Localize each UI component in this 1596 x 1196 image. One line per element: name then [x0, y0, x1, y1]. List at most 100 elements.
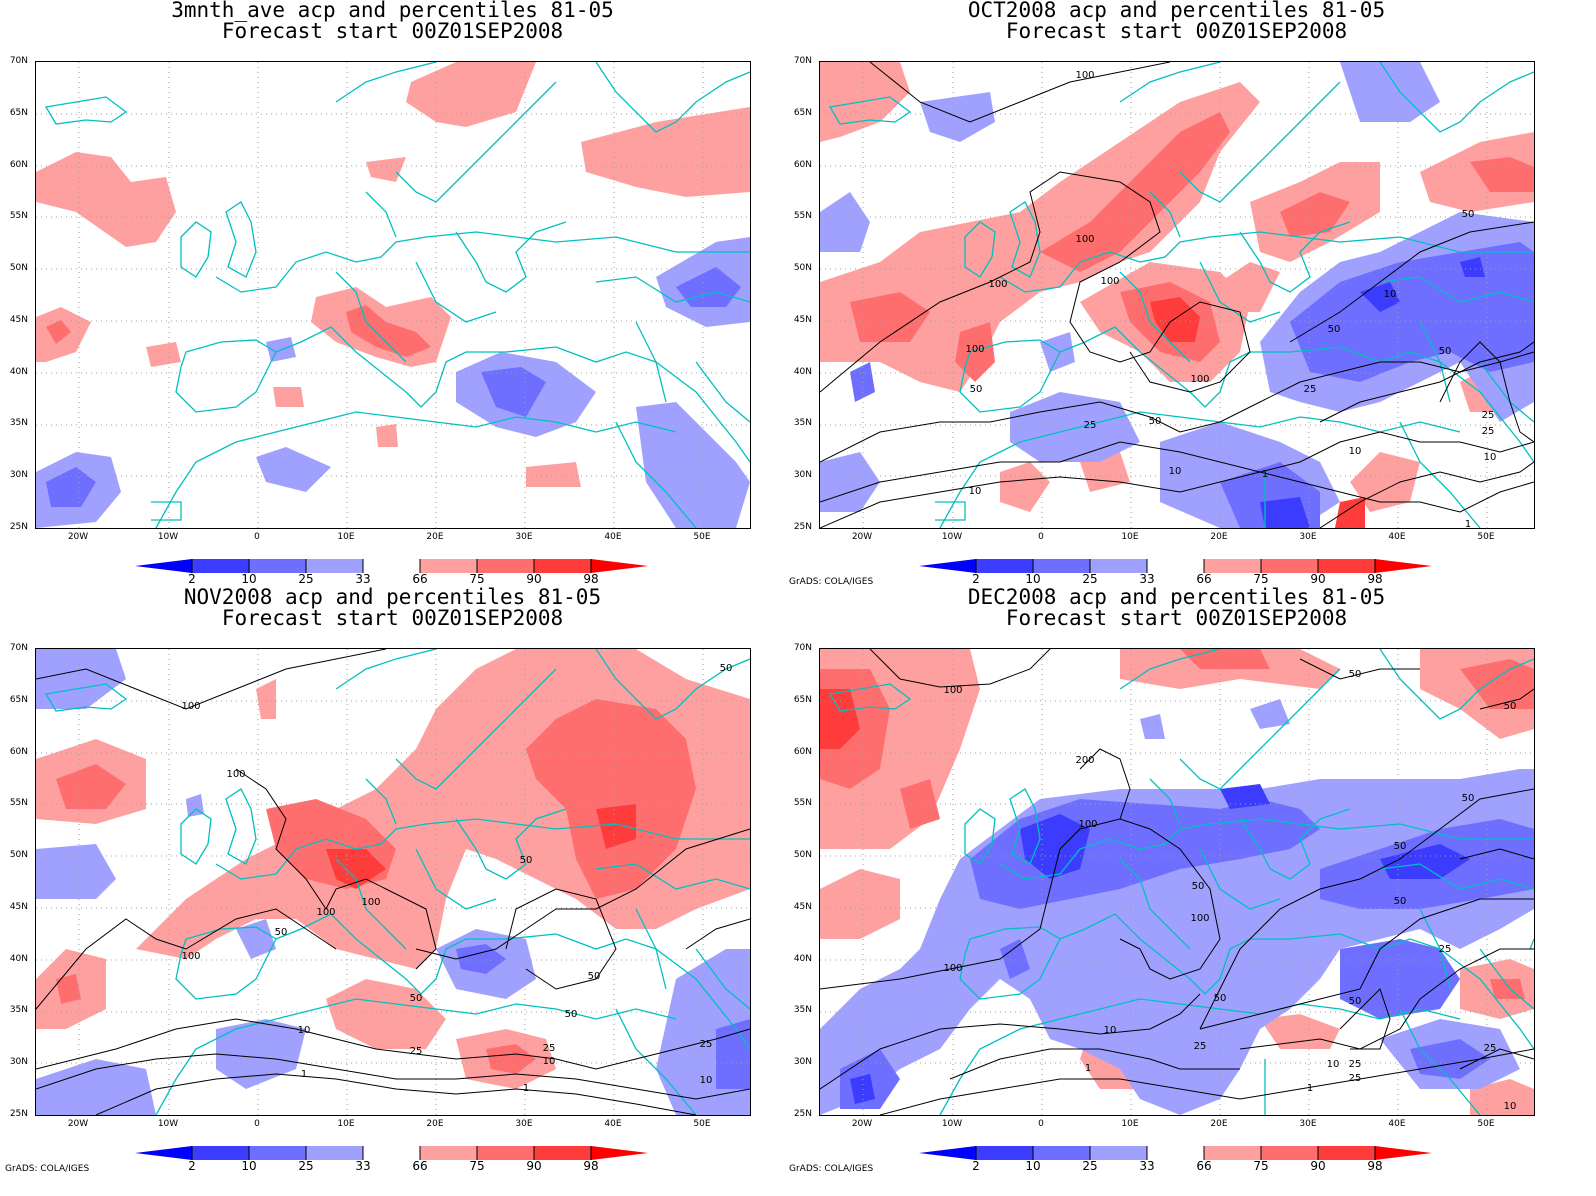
- lon-label: 20W: [67, 532, 89, 542]
- lat-label: 35N: [793, 418, 812, 428]
- contour-label: 100: [226, 769, 245, 780]
- contour-label: 10: [298, 1025, 311, 1036]
- contour-label: 1: [1262, 469, 1268, 480]
- lat-label: 60N: [9, 160, 28, 170]
- lon-label: 30E: [1299, 532, 1317, 542]
- lat-label: 25N: [9, 522, 28, 532]
- map-area: 100 100 100 100 100 50 50 50 50 10 25 1 …: [35, 648, 751, 1116]
- panel-subtitle: Forecast start 00Z01SEP2008: [221, 606, 564, 630]
- contour-label: 100: [943, 963, 962, 974]
- lat-label: 30N: [793, 470, 812, 480]
- colorbar-label: 75: [469, 572, 485, 586]
- lon-label: 10W: [941, 532, 963, 542]
- contour-label: 100: [1075, 70, 1094, 81]
- lat-label: 55N: [793, 798, 812, 808]
- lon-label: 40E: [604, 532, 622, 542]
- lon-label: 30E: [1299, 1119, 1317, 1129]
- lon-label: 10E: [1121, 1119, 1139, 1129]
- contour-label: 10: [1169, 466, 1182, 477]
- colorbar: 2 10 25 33 66 75 90 98: [135, 558, 655, 588]
- contour-label: 50: [720, 663, 733, 674]
- map-area: 100 200 100 100 100 50 50 50 10 25 1 50 …: [819, 648, 1535, 1116]
- colorbar-label: 25: [1082, 1159, 1098, 1173]
- grid: [36, 62, 750, 528]
- contour-label: 25: [1084, 420, 1097, 431]
- colorbar-label: 90: [526, 572, 542, 586]
- colorbar-label: 2: [972, 1159, 980, 1173]
- contour-label: 50: [1439, 346, 1452, 357]
- colorbar-label: 10: [1025, 572, 1041, 586]
- lat-label: 65N: [9, 108, 28, 118]
- colorbar-label: 10: [241, 572, 257, 586]
- contour-label: 1: [301, 1069, 307, 1080]
- lat-label: 70N: [793, 56, 812, 66]
- contour-labels: 100 100 100 100 100 50 50 50 50 10 25 1 …: [181, 663, 732, 1094]
- colorbar-label: 98: [1367, 572, 1383, 586]
- lat-label: 45N: [9, 902, 28, 912]
- contour-label: 10: [969, 486, 982, 497]
- colorbar: 2 10 25 33 66 75 90 98: [919, 1145, 1439, 1175]
- colorbar-label: 2: [188, 572, 196, 586]
- coastlines: [44, 62, 750, 528]
- grads-credit: GrADS: COLA/IGES: [789, 1164, 874, 1174]
- lat-label: 70N: [9, 643, 28, 653]
- map-plot: 100 200 100 100 100 50 50 50 10 25 1 50 …: [820, 649, 1534, 1115]
- contour-label: 50: [1149, 416, 1162, 427]
- grads-credit: GrADS: COLA/IGES: [5, 1164, 90, 1174]
- contour-label: 10: [700, 1075, 713, 1086]
- contour-label: 50: [970, 384, 983, 395]
- contour-label: 50: [588, 971, 601, 982]
- colorbar-label: 25: [1082, 572, 1098, 586]
- lon-label: 20E: [426, 532, 444, 542]
- lon-label: 40E: [1388, 1119, 1406, 1129]
- lon-label: 50E: [693, 1119, 711, 1129]
- contour-label: 100: [1190, 374, 1209, 385]
- contour-label: 100: [361, 897, 380, 908]
- contour-label: 100: [1100, 276, 1119, 287]
- lon-label: 10W: [941, 1119, 963, 1129]
- map-plot: 100 100 100 100 100 100 50 50 25 10 1 50…: [820, 62, 1534, 528]
- contour-label: 25: [1304, 384, 1317, 395]
- contour-label: 10: [1104, 1025, 1117, 1036]
- grid: [36, 649, 750, 1115]
- lat-label: 55N: [9, 211, 28, 221]
- lat-label: 70N: [793, 643, 812, 653]
- lon-label: 0: [1038, 1119, 1044, 1129]
- colorbar-label: 98: [583, 1159, 599, 1173]
- contour-label: 50: [1349, 669, 1362, 680]
- lat-label: 50N: [793, 850, 812, 860]
- colorbar-label: 66: [1196, 572, 1212, 586]
- contour-label: 200: [1075, 755, 1094, 766]
- lat-label: 65N: [793, 108, 812, 118]
- lat-label: 60N: [793, 747, 812, 757]
- lat-label: 60N: [793, 160, 812, 170]
- contour-label: 50: [1192, 881, 1205, 892]
- contour-label: 50: [1328, 324, 1341, 335]
- lat-label: 50N: [9, 263, 28, 273]
- panel-dec2008: DEC2008 acp and percentiles 81-05 Foreca…: [784, 587, 1564, 1187]
- colorbar-label: 75: [1253, 1159, 1269, 1173]
- contours: [820, 62, 1534, 528]
- contour-label: 100: [1075, 234, 1094, 245]
- contour-labels: 100 100 100 100 100 100 50 50 25 10 1 50…: [965, 70, 1496, 528]
- contour-label: 100: [965, 344, 984, 355]
- colorbar-label: 2: [188, 1159, 196, 1173]
- lat-label: 50N: [793, 263, 812, 273]
- grads-credit: GrADS: COLA/IGES: [789, 577, 874, 587]
- coastlines: [828, 649, 1534, 1115]
- map-area: 100 100 100 100 100 100 50 50 25 10 1 50…: [819, 61, 1535, 529]
- lon-label: 30E: [515, 1119, 533, 1129]
- lon-label: 10E: [337, 532, 355, 542]
- lat-label: 50N: [9, 850, 28, 860]
- colorbar-label: 90: [1310, 572, 1326, 586]
- colorbar-label: 33: [1139, 572, 1155, 586]
- lon-label: 0: [1038, 532, 1044, 542]
- colorbar-label: 33: [1139, 1159, 1155, 1173]
- contour-label: 100: [988, 279, 1007, 290]
- grid: [820, 62, 1534, 528]
- lat-label: 45N: [9, 315, 28, 325]
- contour-label: 1: [523, 1083, 529, 1094]
- contour-label: 25: [543, 1043, 556, 1054]
- lon-label: 10W: [157, 532, 179, 542]
- panel-oct2008: OCT2008 acp and percentiles 81-05 Foreca…: [784, 0, 1564, 590]
